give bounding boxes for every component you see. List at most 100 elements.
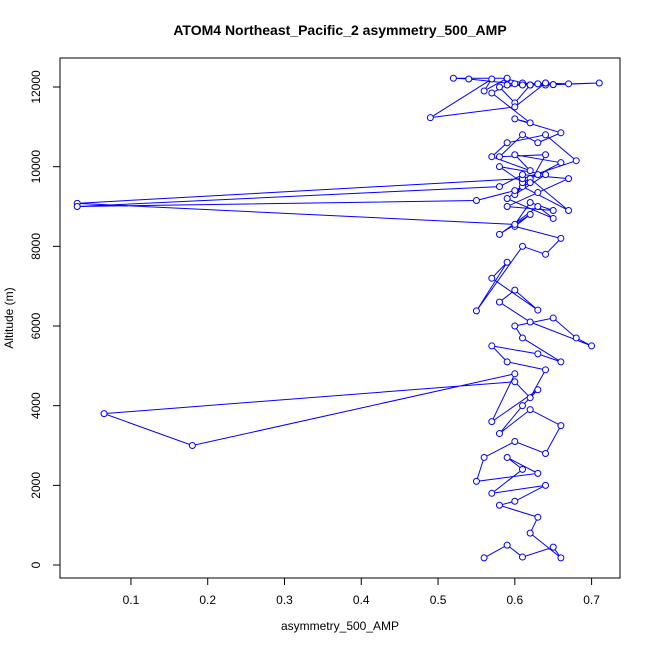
data-point <box>557 234 565 242</box>
data-point <box>534 350 542 358</box>
data-point <box>495 501 503 509</box>
data-point <box>549 314 557 322</box>
data-point <box>488 489 496 497</box>
data-point <box>542 151 550 159</box>
data-point <box>572 334 580 342</box>
data-point <box>526 394 534 402</box>
data-point <box>572 157 580 165</box>
data-point <box>449 74 457 82</box>
data-line <box>77 77 600 559</box>
data-point <box>511 151 519 159</box>
data-point <box>526 119 534 127</box>
chart-title: ATOM4 Northeast_Pacific_2 asymmetry_500_… <box>173 22 506 38</box>
data-point <box>549 543 557 551</box>
data-point <box>465 75 473 83</box>
data-point <box>542 250 550 258</box>
data-point <box>518 334 526 342</box>
y-tick-label: 2000 <box>29 472 43 499</box>
data-point <box>542 449 550 457</box>
data-point <box>526 529 534 537</box>
data-point <box>526 210 534 218</box>
data-point <box>488 418 496 426</box>
x-tick-label: 0.7 <box>583 593 600 607</box>
data-point <box>488 89 496 97</box>
data-point <box>526 406 534 414</box>
plot-frame <box>59 57 621 579</box>
data-point <box>518 402 526 410</box>
data-point <box>503 81 511 89</box>
data-point <box>495 298 503 306</box>
data-point <box>549 214 557 222</box>
data-point <box>526 179 534 187</box>
data-point <box>511 187 519 195</box>
data-point <box>518 553 526 561</box>
data-point <box>534 189 542 197</box>
data-point <box>100 410 108 418</box>
data-point <box>488 75 496 83</box>
data-point <box>503 195 511 203</box>
data-point <box>534 513 542 521</box>
data-point <box>534 80 542 88</box>
data-point <box>73 203 81 211</box>
data-point <box>472 307 480 315</box>
data-point <box>503 541 511 549</box>
data-point <box>488 274 496 282</box>
data-point <box>511 220 519 228</box>
data-point <box>511 115 519 123</box>
data-point <box>472 197 480 205</box>
data-point <box>480 453 488 461</box>
x-tick-label: 0.2 <box>199 593 216 607</box>
data-point <box>557 554 565 562</box>
x-tick-label: 0.5 <box>430 593 447 607</box>
data-point <box>549 81 557 89</box>
y-tick-label: 10000 <box>29 150 43 184</box>
data-point <box>526 81 534 89</box>
data-point <box>426 114 434 122</box>
data-point <box>511 80 519 88</box>
data-point <box>534 469 542 477</box>
data-point <box>542 79 550 87</box>
data-point <box>588 342 596 350</box>
x-tick-label: 0.6 <box>506 593 523 607</box>
data-point <box>549 206 557 214</box>
data-point <box>542 171 550 179</box>
data-point <box>503 139 511 147</box>
y-tick-label: 4000 <box>29 392 43 419</box>
data-point <box>511 438 519 446</box>
data-point <box>503 453 511 461</box>
data-point <box>511 497 519 505</box>
data-point <box>488 342 496 350</box>
data-point <box>542 481 550 489</box>
data-point <box>534 386 542 394</box>
data-point <box>518 131 526 139</box>
data-point <box>503 258 511 266</box>
data-point <box>480 554 488 562</box>
y-tick-label: 6000 <box>29 312 43 339</box>
data-point <box>557 159 565 167</box>
x-tick-label: 0.1 <box>123 593 140 607</box>
data-point <box>495 83 503 91</box>
data-point <box>565 175 573 183</box>
y-tick-label: 12000 <box>29 70 43 104</box>
data-point <box>526 167 534 175</box>
data-point <box>503 203 511 211</box>
data-point <box>495 183 503 191</box>
data-point <box>534 306 542 314</box>
data-point <box>565 80 573 88</box>
data-point <box>557 422 565 430</box>
data-point <box>188 442 196 450</box>
data-point <box>518 81 526 89</box>
data-point <box>518 171 526 179</box>
data-point <box>534 139 542 147</box>
data-point <box>503 358 511 366</box>
data-point <box>534 171 542 179</box>
data-point <box>480 87 488 95</box>
y-tick-label: 8000 <box>29 233 43 260</box>
data-point <box>565 206 573 214</box>
data-point <box>557 129 565 137</box>
data-point <box>518 465 526 473</box>
data-point <box>511 103 519 111</box>
x-tick-label: 0.4 <box>353 593 370 607</box>
